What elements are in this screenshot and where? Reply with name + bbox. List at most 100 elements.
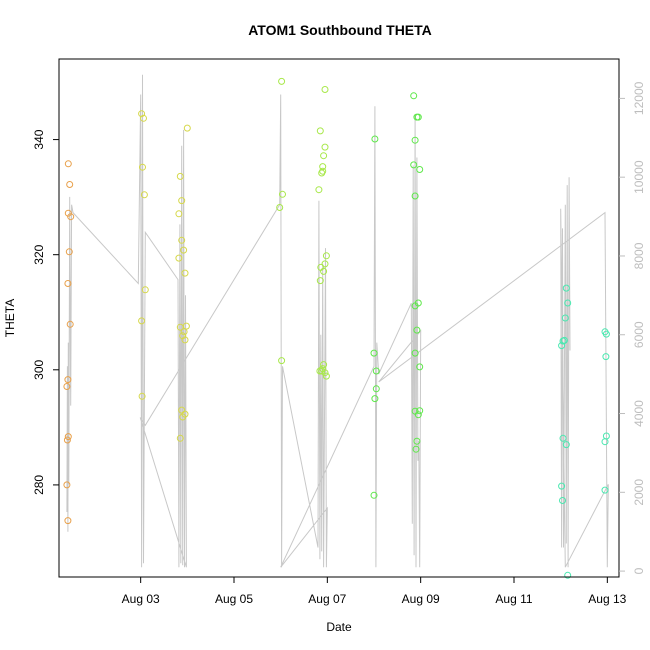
data-point (278, 77, 286, 85)
y-axis-label: THETA (3, 299, 17, 337)
data-point (182, 322, 190, 330)
data-point (181, 269, 189, 277)
data-point (320, 152, 328, 160)
data-point (318, 367, 326, 375)
y2-tick-label: 4000 (632, 400, 646, 427)
data-point (602, 330, 610, 338)
data-point (139, 163, 146, 171)
data-point (64, 209, 72, 217)
data-point (416, 166, 424, 173)
data-point (66, 181, 74, 188)
data-point (370, 349, 378, 357)
data-point (371, 395, 379, 403)
x-tick-label: Aug 07 (308, 592, 346, 606)
count-line-layer (66, 74, 609, 568)
data-point (279, 190, 286, 198)
data-point (416, 407, 424, 415)
data-point (178, 236, 186, 244)
data-point (64, 160, 72, 168)
count-line (66, 74, 609, 568)
x-axis: Aug 03 Aug 05 Aug 07 Aug 09 Aug 11 Aug 13 (122, 576, 627, 606)
data-point (176, 172, 184, 180)
data-point (180, 246, 188, 254)
y-axis-right: 0 2000 4000 6000 8000 10000 12000 (619, 81, 646, 574)
data-point (562, 284, 570, 292)
data-point (176, 434, 184, 442)
data-point (411, 136, 419, 144)
data-point (141, 286, 149, 294)
y2-tick-label: 10000 (632, 160, 646, 194)
data-point (64, 376, 72, 384)
y2-tick-label: 2000 (632, 479, 646, 506)
data-point (140, 191, 148, 199)
data-point (319, 167, 327, 175)
data-point (179, 413, 187, 421)
series-aug-08 (370, 92, 424, 499)
data-point (559, 497, 566, 504)
data-point (560, 336, 568, 344)
data-point (63, 481, 71, 489)
data-point (138, 392, 146, 400)
data-point (411, 302, 419, 310)
data-point (416, 363, 424, 371)
data-point (559, 434, 567, 442)
points-layer (63, 77, 610, 579)
data-point (175, 254, 183, 262)
series-aug-06 (276, 77, 330, 380)
data-point (321, 369, 329, 377)
data-point (65, 248, 73, 256)
y-tick-label: 320 (32, 244, 46, 264)
data-point (319, 163, 327, 171)
data-point (321, 143, 329, 151)
data-point (138, 317, 146, 325)
data-point (179, 332, 187, 340)
data-point (412, 445, 420, 453)
x-tick-label: Aug 09 (402, 592, 440, 606)
data-point (183, 124, 191, 132)
y2-tick-label: 8000 (632, 242, 646, 269)
series-aug-03 (138, 110, 191, 442)
series-aug-01 (63, 160, 75, 525)
data-point (410, 161, 418, 169)
data-point (601, 438, 609, 446)
data-point (558, 342, 566, 350)
data-point (411, 349, 419, 357)
data-point (63, 383, 71, 390)
data-point (564, 299, 572, 307)
data-point (276, 204, 284, 211)
x-tick-label: Aug 03 (122, 592, 160, 606)
data-point (370, 491, 378, 499)
data-point (138, 110, 146, 118)
y2-tick-label: 0 (632, 567, 646, 574)
data-point (564, 571, 572, 579)
chart-title: ATOM1 Southbound THETA (248, 22, 432, 38)
x-axis-label: Date (326, 620, 352, 634)
data-point (561, 314, 569, 322)
data-point (371, 135, 379, 143)
data-point (372, 385, 380, 393)
data-point (322, 372, 330, 380)
data-point (278, 357, 286, 365)
data-point (175, 210, 183, 218)
series-aug-12 (558, 284, 610, 579)
data-point (140, 114, 147, 122)
data-point (601, 486, 609, 494)
x-tick-label: Aug 11 (495, 592, 532, 606)
data-point (178, 197, 186, 205)
data-point (321, 86, 329, 93)
y2-tick-label: 12000 (632, 81, 646, 115)
y2-tick-label: 6000 (632, 321, 646, 348)
data-point (322, 252, 330, 260)
data-point (66, 320, 74, 328)
data-point (316, 127, 324, 135)
y-axis: 280 300 320 340 (32, 129, 60, 495)
x-tick-label: Aug 13 (588, 592, 626, 606)
data-point (320, 267, 328, 275)
data-point (315, 186, 323, 194)
data-point (67, 213, 75, 221)
data-point (410, 92, 418, 100)
data-point (411, 192, 419, 200)
data-point (64, 280, 72, 287)
y-tick-label: 300 (32, 359, 46, 379)
